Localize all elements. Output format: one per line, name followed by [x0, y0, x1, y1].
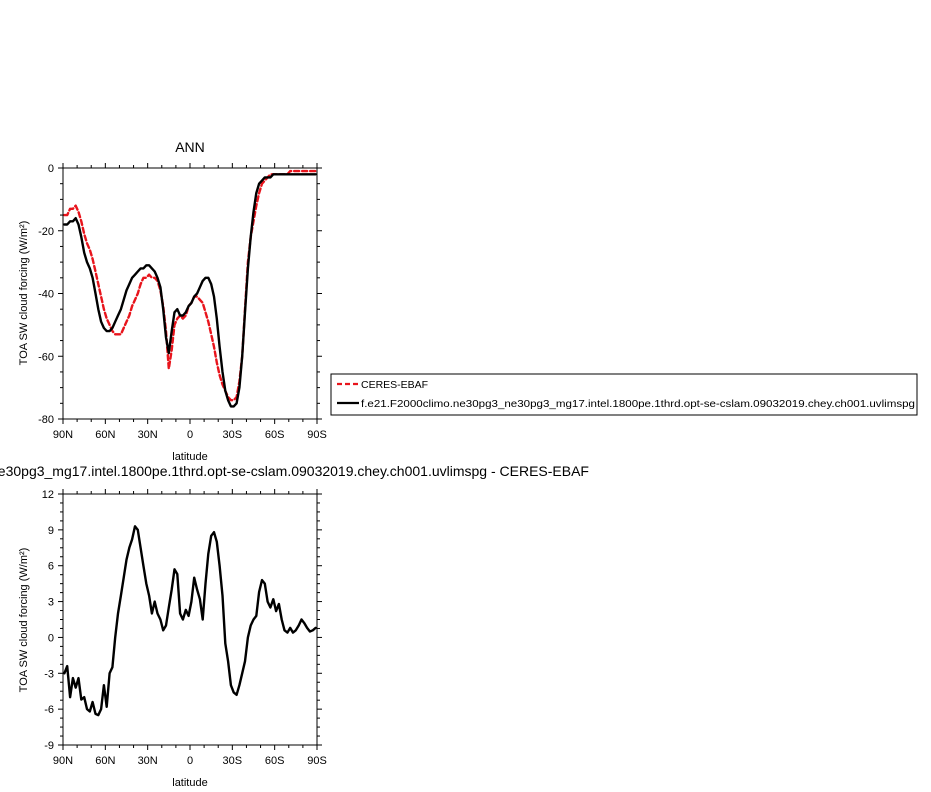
x-tick-label: 60S: [265, 755, 285, 767]
x-tick-label: 0: [187, 429, 193, 441]
x-tick-label: 90S: [307, 755, 327, 767]
y-tick-label: -40: [38, 289, 54, 301]
series-line-difference: [63, 525, 317, 717]
x-tick-label: 90N: [53, 429, 73, 441]
top-chart-series-group: [63, 169, 317, 408]
x-tick-label: 30S: [223, 755, 243, 767]
bottom-chart-panel: f.e21.F2000climo.ne30pg3_ne30pg3_mg17.in…: [0, 463, 589, 789]
series-line-model-run: [63, 173, 317, 408]
y-tick-label: 3: [48, 597, 54, 609]
bottom-chart-y-axis: 12 9 6 3 0 -3 -6 -9: [42, 489, 322, 752]
x-tick-label: 60N: [95, 755, 115, 767]
top-chart-x-axis-label: latitude: [172, 451, 207, 463]
x-tick-label: 30S: [223, 429, 243, 441]
legend-label-model-run: f.e21.F2000climo.ne30pg3_ne30pg3_mg17.in…: [361, 398, 915, 410]
x-tick-label: 0: [187, 755, 193, 767]
top-chart-title: ANN: [175, 139, 205, 155]
top-chart-y-axis-label: TOA SW cloud forcing (W/m²): [18, 221, 30, 366]
top-chart-y-axis: 0 -20 -40 -60 -80: [38, 163, 322, 426]
top-chart-x-axis: 90N 60N 30N 0 30S 60S 90S: [53, 163, 327, 441]
x-tick-label: 60N: [95, 429, 115, 441]
y-tick-label: 0: [48, 163, 54, 175]
bottom-chart-x-axis-label: latitude: [172, 777, 207, 789]
y-tick-label: 6: [48, 561, 54, 573]
y-tick-label: -3: [44, 668, 54, 680]
bottom-chart-series-group: [63, 525, 317, 717]
x-tick-label: 30N: [138, 429, 158, 441]
x-tick-label: 90S: [307, 429, 327, 441]
y-tick-label: -80: [38, 414, 54, 426]
y-tick-label: 0: [48, 632, 54, 644]
series-line-ceres-ebaf: [63, 169, 317, 402]
chart-legend: CERES-EBAF f.e21.F2000climo.ne30pg3_ne30…: [330, 373, 918, 416]
y-tick-label: 12: [42, 489, 54, 501]
legend-label-ceres-ebaf: CERES-EBAF: [361, 379, 428, 391]
x-tick-label: 60S: [265, 429, 285, 441]
bottom-chart-x-axis: 90N 60N 30N 0 30S 60S 90S: [53, 489, 327, 767]
y-tick-label: 9: [48, 525, 54, 537]
x-tick-label: 30N: [138, 755, 158, 767]
y-tick-label: -20: [38, 226, 54, 238]
x-tick-label: 90N: [53, 755, 73, 767]
bottom-chart-y-axis-label: TOA SW cloud forcing (W/m²): [18, 548, 30, 693]
legend-box: [330, 373, 918, 416]
bottom-chart-title: f.e21.F2000climo.ne30pg3_ne30pg3_mg17.in…: [0, 463, 589, 479]
y-tick-label: -6: [44, 704, 54, 716]
top-chart-panel: ANN 0 -20 -40 -60 -80 90N 60N 30N 0 30S 60S 90S la…: [18, 139, 327, 463]
y-tick-label: -9: [44, 740, 54, 752]
y-tick-label: -60: [38, 351, 54, 363]
